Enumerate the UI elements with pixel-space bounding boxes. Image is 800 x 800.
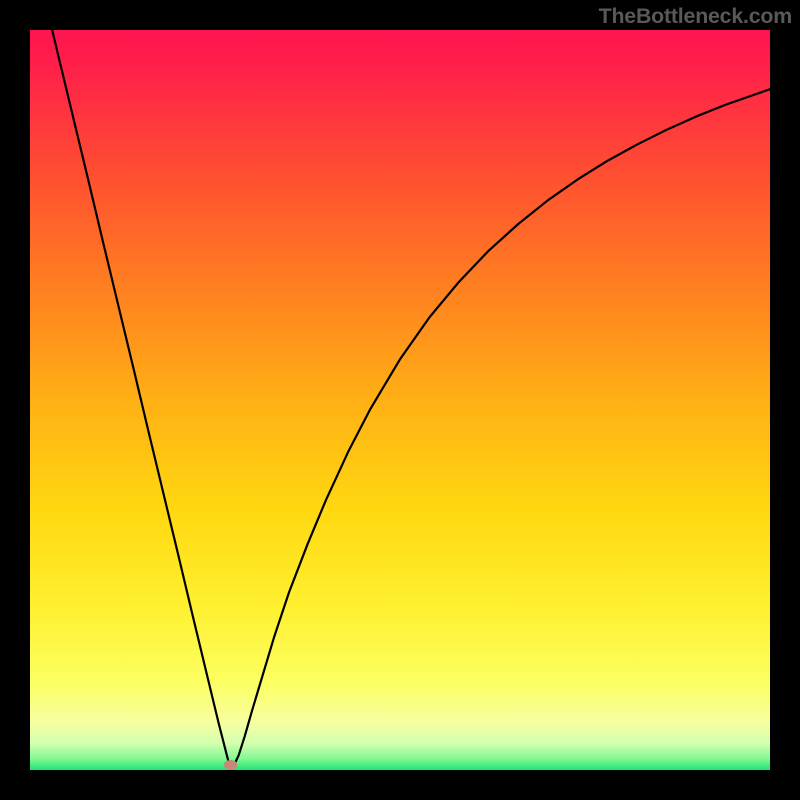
watermark-text: TheBottleneck.com [599,4,792,29]
optimum-marker [224,760,237,770]
chart-frame: TheBottleneck.com [0,0,800,800]
plot-area [30,30,770,770]
plot-svg [30,30,770,770]
